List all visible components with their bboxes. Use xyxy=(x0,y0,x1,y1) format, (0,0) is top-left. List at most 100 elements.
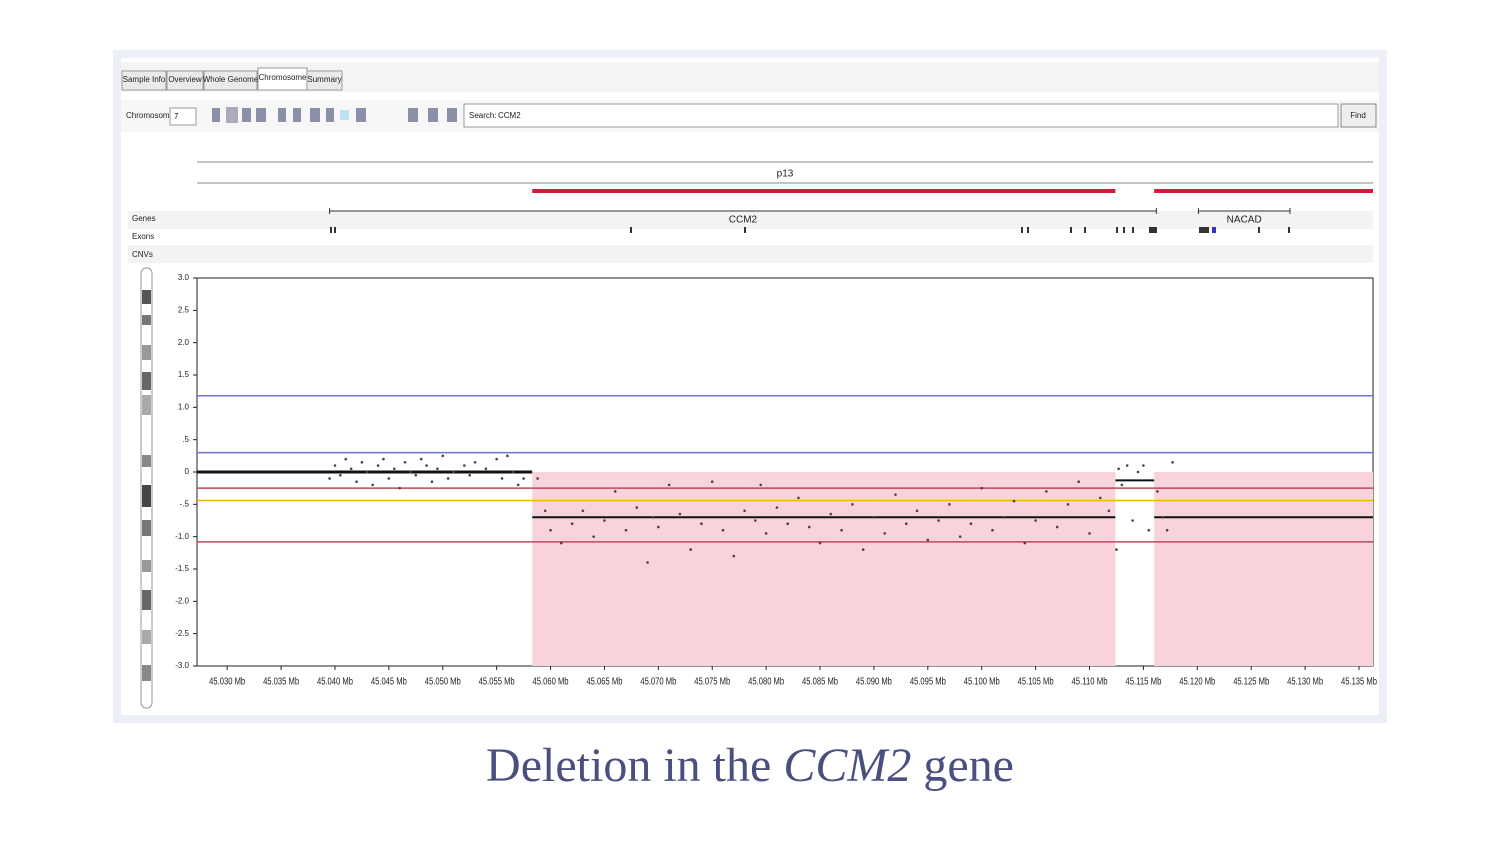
probe-point xyxy=(328,477,331,480)
probe-point xyxy=(613,490,617,493)
x-tick-label: 45.055 Mb xyxy=(479,677,515,688)
find-label: Find xyxy=(1350,111,1366,120)
probe-point xyxy=(980,486,984,490)
probe-point xyxy=(360,461,364,464)
probe-point xyxy=(473,461,477,464)
tab-label: Overview xyxy=(168,75,202,84)
probe-point xyxy=(1171,461,1174,464)
probe-point xyxy=(926,538,930,542)
probe-point xyxy=(1131,519,1134,522)
probe-point xyxy=(522,477,525,480)
probe-point xyxy=(754,519,757,522)
tab[interactable] xyxy=(203,70,258,91)
x-tick-label: 45.100 Mb xyxy=(964,677,1000,688)
y-tick-label: -3.0 xyxy=(175,661,189,670)
probe-point xyxy=(1156,490,1159,493)
toolbar-icons xyxy=(212,107,457,123)
gene-label: NACAD xyxy=(1227,215,1262,226)
probe-point xyxy=(861,548,865,551)
gene-label: CCM2 xyxy=(729,215,758,226)
probe-point xyxy=(366,470,369,474)
x-tick-label: 45.075 Mb xyxy=(694,677,730,688)
probe-point xyxy=(937,519,940,522)
probe-point xyxy=(743,509,746,513)
probe-point xyxy=(419,457,423,461)
probe-point xyxy=(1012,499,1016,503)
exons xyxy=(330,227,1290,233)
probe-point xyxy=(409,470,412,474)
tab-label: Sample Info xyxy=(123,75,166,84)
probe-point xyxy=(1136,470,1140,474)
probe-point xyxy=(732,554,736,558)
band-label: p13 xyxy=(777,169,794,180)
probe-point xyxy=(883,532,887,535)
probe-point xyxy=(581,509,585,513)
chromosome-value: 7 xyxy=(174,112,179,121)
probe-point xyxy=(1147,528,1151,532)
chromosome-label: Chromosome xyxy=(126,111,175,120)
x-tick-label: 45.065 Mb xyxy=(586,677,622,688)
genes-row xyxy=(128,211,1373,229)
tab-label: Whole Genome xyxy=(203,75,259,84)
x-tick-label: 45.120 Mb xyxy=(1179,677,1215,688)
x-tick-label: 45.090 Mb xyxy=(856,677,892,688)
search-box[interactable] xyxy=(463,103,1339,128)
caption-text: gene xyxy=(911,739,1014,792)
probe-point xyxy=(1066,503,1070,506)
probe-point xyxy=(403,461,407,464)
x-tick-label: 45.130 Mb xyxy=(1287,677,1323,688)
probe-point xyxy=(436,467,439,471)
caption: Deletion in the CCM2 gene xyxy=(486,739,1014,792)
probe-point xyxy=(678,512,682,516)
y-tick-label: -2.0 xyxy=(175,596,189,605)
probe-point xyxy=(700,522,703,526)
tab[interactable] xyxy=(121,70,167,91)
probe-point xyxy=(511,470,515,474)
tab[interactable] xyxy=(306,70,343,91)
x-tick-label: 45.060 Mb xyxy=(533,677,569,688)
probe-point xyxy=(1117,467,1120,471)
probe-point xyxy=(560,541,563,545)
x-tick-label: 45.125 Mb xyxy=(1233,677,1269,688)
probe-point xyxy=(543,509,547,513)
y-tick-label: 2.5 xyxy=(178,305,190,314)
probe-point xyxy=(1165,528,1169,532)
chromosome-select[interactable] xyxy=(169,107,197,126)
probe-point xyxy=(646,561,649,564)
probe-point xyxy=(1023,541,1027,545)
probe-point xyxy=(371,483,374,487)
probe-point xyxy=(721,528,725,532)
probe-point xyxy=(1125,464,1129,467)
x-tick-label: 45.035 Mb xyxy=(263,677,299,688)
probe-point xyxy=(468,473,472,477)
probe-point xyxy=(452,470,455,474)
probe-point xyxy=(689,548,692,551)
probe-point xyxy=(344,457,348,461)
x-tick-label: 45.105 Mb xyxy=(1018,677,1054,688)
x-tick-label: 45.040 Mb xyxy=(317,677,353,688)
x-tick-label: 45.070 Mb xyxy=(640,677,676,688)
x-tick-label: 45.045 Mb xyxy=(371,677,407,688)
probe-point xyxy=(969,522,973,526)
probe-point xyxy=(500,477,504,480)
probe-point xyxy=(872,515,876,519)
tab[interactable] xyxy=(166,70,204,91)
y-tick-label: 3.0 xyxy=(178,273,190,282)
probe-point xyxy=(376,464,380,467)
y-tick-label: -1.5 xyxy=(175,564,189,573)
probe-point xyxy=(1045,490,1048,493)
find-button[interactable] xyxy=(1340,103,1377,128)
y-tick-label: 1.0 xyxy=(178,402,190,411)
cnvs-label: CNVs xyxy=(132,250,153,259)
probe-point xyxy=(759,483,763,487)
probe-point xyxy=(851,503,854,506)
probe-point xyxy=(355,480,358,484)
probe-point xyxy=(667,483,671,487)
probe-point xyxy=(495,457,498,461)
probe-point xyxy=(484,467,488,471)
probe-point xyxy=(915,509,919,513)
probe-point xyxy=(387,477,391,480)
probe-point xyxy=(592,535,595,538)
probe-point xyxy=(829,512,833,516)
